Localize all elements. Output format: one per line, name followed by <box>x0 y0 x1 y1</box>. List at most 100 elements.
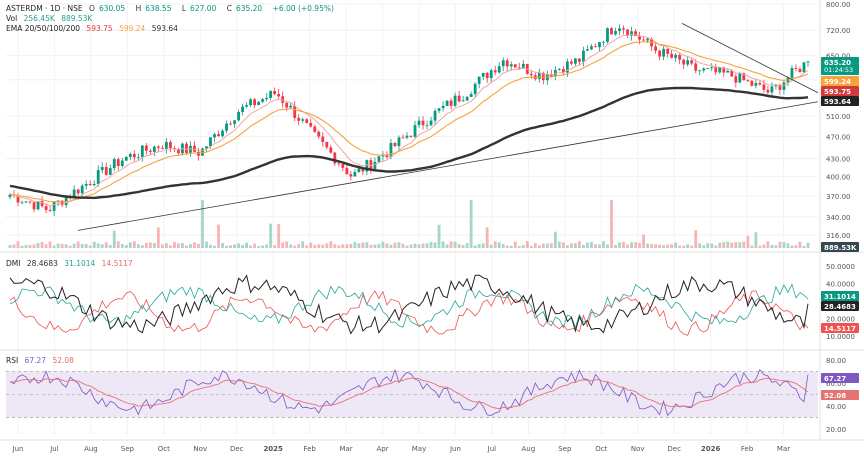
volume-bar <box>654 244 658 248</box>
time-tick-label: Nov <box>193 445 207 453</box>
candle <box>177 147 180 156</box>
volume-bar <box>100 244 104 248</box>
candle <box>485 71 489 84</box>
candle-body <box>561 69 565 73</box>
volume-bar <box>217 224 220 248</box>
resistance-trendline <box>681 23 819 94</box>
candle <box>116 157 120 171</box>
candle <box>630 26 633 41</box>
candle-body <box>473 83 477 94</box>
candle-body <box>72 189 76 198</box>
candle-body <box>361 168 365 172</box>
candle <box>156 145 160 152</box>
candles[interactable] <box>8 24 810 216</box>
candle-body <box>309 122 313 127</box>
volume-bar <box>136 244 140 248</box>
time-tick-label: Nov <box>631 445 645 453</box>
volume-bar <box>152 243 156 248</box>
candle-body <box>529 73 533 76</box>
volume-bar <box>325 243 329 248</box>
volume-bar <box>674 242 678 248</box>
volume-bar <box>92 241 96 248</box>
candle-body <box>305 119 309 123</box>
candle <box>44 204 48 214</box>
candle-body <box>742 73 746 81</box>
volume-bar <box>437 224 441 248</box>
ema20-line <box>9 33 809 207</box>
rsi-header: RSI 67.27 52.08 <box>6 356 78 365</box>
candle-body <box>754 83 758 86</box>
volume-bar <box>750 245 754 248</box>
ema50-line <box>9 41 809 203</box>
volume-bar <box>281 242 285 248</box>
candle <box>305 118 309 124</box>
volume-bar <box>730 242 734 248</box>
volume-bar <box>185 245 188 248</box>
candle <box>590 44 593 51</box>
candle-body <box>160 147 164 149</box>
volume-bar <box>465 243 469 248</box>
candle <box>301 117 305 124</box>
volume-bar <box>678 245 682 248</box>
candle-body <box>638 36 641 40</box>
dmi-badge-minus: 14.5117 <box>821 323 859 333</box>
close-label: C <box>226 4 232 13</box>
candle-body <box>373 161 377 170</box>
candle-body <box>429 120 433 126</box>
candle <box>537 68 541 83</box>
candle-body <box>610 28 613 35</box>
candle-body <box>730 70 734 77</box>
volume-bar <box>533 243 537 248</box>
candle-body <box>297 117 301 121</box>
candle-body <box>233 120 236 124</box>
volume-bar <box>614 244 617 248</box>
candle-body <box>213 134 216 138</box>
candle-body <box>120 160 124 167</box>
candle <box>569 59 573 66</box>
volume-bar <box>389 244 393 248</box>
volume-bar <box>48 241 52 248</box>
candle <box>353 169 357 177</box>
volume-bar <box>317 244 321 248</box>
candle-body <box>682 59 686 65</box>
candle <box>28 200 32 205</box>
candle-body <box>401 137 405 139</box>
volume-bar <box>682 245 686 248</box>
dmi-header: DMI 28.4683 31.1014 14.5117 <box>6 259 137 268</box>
volume-bar <box>497 242 501 248</box>
candle-body <box>654 46 658 51</box>
candle <box>201 147 204 157</box>
volume-bar <box>164 243 168 248</box>
candle <box>405 132 409 140</box>
volume-bar <box>509 245 513 248</box>
candle <box>513 64 517 68</box>
candle-body <box>325 141 329 148</box>
volume-badge: 889.53K <box>821 242 859 252</box>
volume-bar <box>329 241 333 248</box>
volume-bar <box>197 243 200 248</box>
candle <box>365 159 369 176</box>
candle-body <box>313 126 317 132</box>
volume-bar <box>686 244 690 248</box>
candle <box>193 141 196 153</box>
candle-body <box>722 67 726 73</box>
volume-bar <box>578 241 581 248</box>
volume-bar <box>265 244 269 248</box>
volume-bar <box>64 244 68 248</box>
volume-bar <box>365 242 369 248</box>
candle <box>702 67 706 73</box>
price-badge-ema200-text: 593.64 <box>824 98 851 106</box>
candle-body <box>185 143 188 153</box>
candle <box>421 116 425 130</box>
volume-bar <box>253 243 257 248</box>
candle <box>678 53 682 65</box>
rsi-tick-label: 20.00 <box>826 426 846 434</box>
volume-bar <box>128 242 132 248</box>
candle-body <box>261 99 265 102</box>
candle-body <box>164 141 168 149</box>
price-tick-label: 510.00 <box>826 113 851 121</box>
candle-body <box>770 86 774 93</box>
candle <box>461 95 465 102</box>
volume-bar <box>173 241 176 248</box>
dmi-label: DMI <box>6 259 21 268</box>
